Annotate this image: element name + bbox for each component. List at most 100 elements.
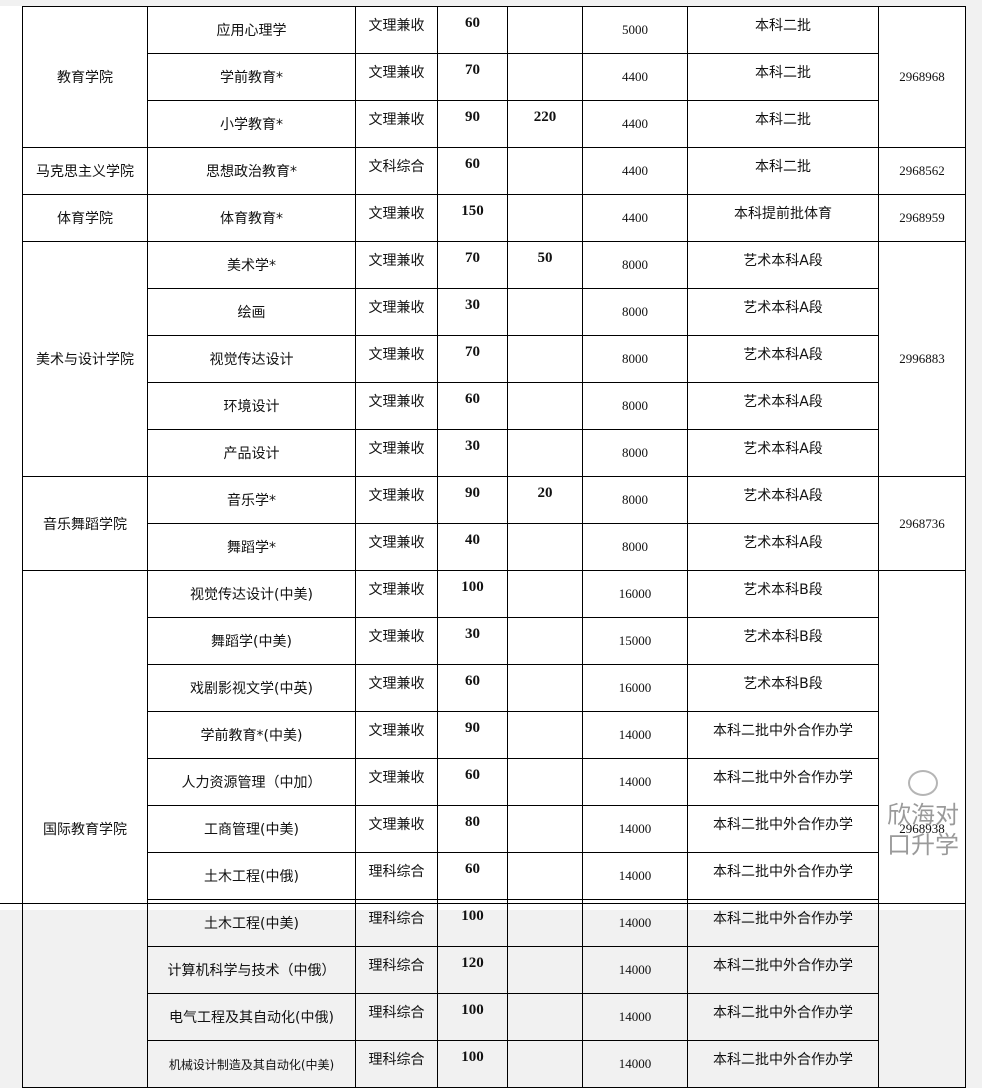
tuition-cell: 4400 (582, 194, 688, 242)
subject-type-cell: 文理兼收 (355, 100, 438, 148)
major-cell: 视觉传达设计 (147, 335, 356, 383)
plan-count-cell: 60 (437, 852, 508, 900)
plan-count-cell: 100 (437, 1040, 508, 1088)
plan-count-cell: 30 (437, 429, 508, 477)
batch-cell: 艺术本科A段 (687, 476, 879, 524)
table-row: 人力资源管理（中加） 文理兼收 60 14000 本科二批中外合作办学 (23, 758, 966, 806)
subject-type-cell: 文理兼收 (355, 523, 438, 571)
subject-type-cell: 文理兼收 (355, 570, 438, 618)
subject-type-cell: 文理兼收 (355, 288, 438, 336)
major-cell: 产品设计 (147, 429, 356, 477)
plan-count-cell: 150 (437, 194, 508, 242)
batch-cell: 本科二批中外合作办学 (687, 946, 879, 994)
subject-type-cell: 文理兼收 (355, 476, 438, 524)
phone-cell: 2968736 (878, 476, 966, 571)
subject-type-cell: 文理兼收 (355, 53, 438, 101)
extra-count-cell (507, 335, 583, 383)
subject-type-cell: 文理兼收 (355, 617, 438, 665)
extra-count-cell (507, 758, 583, 806)
batch-cell: 本科二批中外合作办学 (687, 899, 879, 947)
batch-cell: 本科二批中外合作办学 (687, 758, 879, 806)
major-cell: 土木工程(中俄) (147, 852, 356, 900)
tuition-cell: 14000 (582, 899, 688, 947)
batch-cell: 本科二批中外合作办学 (687, 805, 879, 853)
table-row: 视觉传达设计 文理兼收 70 8000 艺术本科A段 (23, 335, 966, 383)
table-row: 马克思主义学院 思想政治教育* 文科综合 60 4400 本科二批 2968562 (22, 147, 966, 195)
extra-count-cell (507, 899, 583, 947)
plan-count-cell: 60 (437, 664, 508, 712)
major-cell: 工商管理(中美) (147, 805, 356, 853)
tuition-cell: 14000 (582, 805, 688, 853)
batch-cell: 艺术本科A段 (687, 429, 879, 477)
subject-type-cell: 文理兼收 (355, 429, 438, 477)
plan-count-cell: 70 (437, 335, 508, 383)
tuition-cell: 8000 (582, 241, 688, 289)
phone-cell: 2996883 (878, 241, 966, 477)
tuition-cell: 4400 (582, 147, 688, 195)
extra-count-cell (507, 805, 583, 853)
table-row: 美术与设计学院 美术学* 文理兼收 70 50 8000 艺术本科A段 2996883 (22, 241, 966, 477)
extra-count-cell (507, 570, 583, 618)
subject-type-cell: 文科综合 (355, 147, 438, 195)
extra-count-cell: 20 (507, 476, 583, 524)
tuition-cell: 4400 (582, 53, 688, 101)
college-cell: 马克思主义学院 (22, 147, 148, 195)
major-cell: 体育教育* (147, 194, 356, 242)
major-cell: 人力资源管理（中加） (147, 758, 356, 806)
tuition-cell: 16000 (582, 664, 688, 712)
tuition-cell: 4400 (582, 100, 688, 148)
extra-count-cell (507, 53, 583, 101)
tuition-cell: 8000 (582, 429, 688, 477)
subject-type-cell: 文理兼收 (355, 664, 438, 712)
subject-type-cell: 文理兼收 (355, 6, 438, 54)
phone-cell: 2968959 (878, 194, 966, 242)
table-row: 机械设计制造及其自动化(中美) 理科综合 100 14000 本科二批中外合作办学 (23, 1040, 966, 1088)
extra-count-cell (507, 993, 583, 1041)
tuition-cell: 5000 (582, 6, 688, 54)
table-row: 电气工程及其自动化(中俄) 理科综合 100 14000 本科二批中外合作办学 (23, 993, 966, 1041)
batch-cell: 本科二批 (687, 53, 879, 101)
phone-cell: 2968968 (878, 6, 966, 148)
major-cell: 音乐学* (147, 476, 356, 524)
extra-count-cell: 50 (507, 241, 583, 289)
batch-cell: 艺术本科B段 (687, 570, 879, 618)
table-row: 音乐舞蹈学院 音乐学* 文理兼收 90 20 8000 艺术本科A段 2968736 (22, 476, 966, 571)
tuition-cell: 8000 (582, 335, 688, 383)
table-row: 产品设计 文理兼收 30 8000 艺术本科A段 (23, 429, 966, 477)
batch-cell: 艺术本科A段 (687, 241, 879, 289)
major-cell: 美术学* (147, 241, 356, 289)
plan-count-cell: 100 (437, 993, 508, 1041)
tuition-cell: 14000 (582, 1040, 688, 1088)
plan-count-cell: 120 (437, 946, 508, 994)
table-row: 小学教育* 文理兼收 90 220 4400 本科二批 (23, 100, 966, 148)
batch-cell: 本科二批中外合作办学 (687, 852, 879, 900)
batch-cell: 本科提前批体育 (687, 194, 879, 242)
major-cell: 环境设计 (147, 382, 356, 430)
divider (0, 903, 965, 904)
plan-count-cell: 70 (437, 53, 508, 101)
major-cell: 戏剧影视文学(中英) (147, 664, 356, 712)
table-row: 学前教育* 文理兼收 70 4400 本科二批 (23, 53, 966, 101)
plan-count-cell: 90 (437, 476, 508, 524)
extra-count-cell (507, 852, 583, 900)
table-row: 舞蹈学* 文理兼收 40 8000 艺术本科A段 (23, 523, 966, 571)
subject-type-cell: 理科综合 (355, 1040, 438, 1088)
plan-count-cell: 90 (437, 100, 508, 148)
extra-count-cell (507, 6, 583, 54)
extra-count-cell (507, 429, 583, 477)
table-row: 学前教育*(中美) 文理兼收 90 14000 本科二批中外合作办学 (23, 711, 966, 759)
watermark: 欣海对口升学 (884, 770, 962, 860)
extra-count-cell (507, 194, 583, 242)
batch-cell: 本科二批 (687, 100, 879, 148)
batch-cell: 艺术本科B段 (687, 664, 879, 712)
batch-cell: 艺术本科A段 (687, 288, 879, 336)
table-row: 国际教育学院 视觉传达设计(中美) 文理兼收 100 16000 艺术本科B段 296893… (22, 570, 966, 1088)
subject-type-cell: 文理兼收 (355, 241, 438, 289)
table-row: 教育学院 应用心理学 文理兼收 60 5000 本科二批 2968968 (22, 6, 966, 148)
major-cell: 舞蹈学* (147, 523, 356, 571)
extra-count-cell: 220 (507, 100, 583, 148)
plan-count-cell: 100 (437, 570, 508, 618)
major-cell: 思想政治教育* (147, 147, 356, 195)
plan-count-cell: 30 (437, 288, 508, 336)
table-row: 戏剧影视文学(中英) 文理兼收 60 16000 艺术本科B段 (23, 664, 966, 712)
